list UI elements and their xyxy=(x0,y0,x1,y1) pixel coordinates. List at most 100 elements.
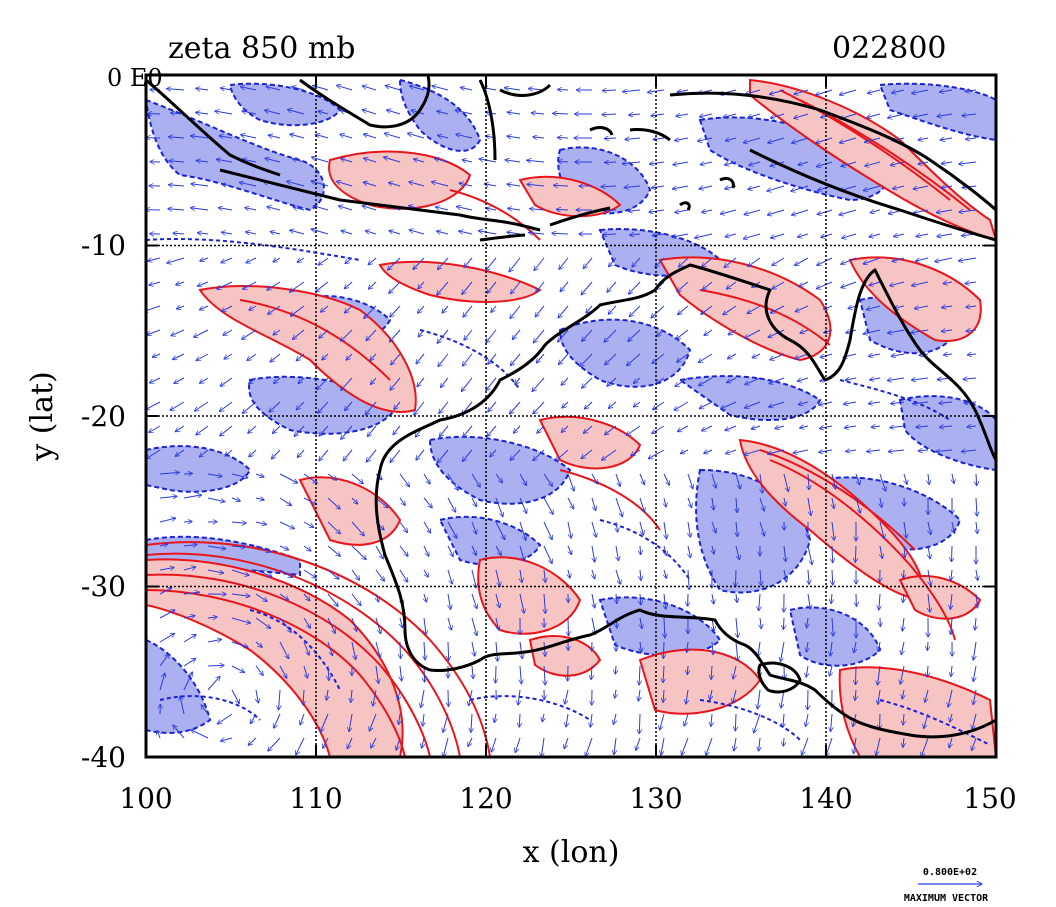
wind-vector xyxy=(711,473,716,488)
wind-vector xyxy=(807,497,811,516)
x-tick-label: 140 xyxy=(799,782,852,815)
wind-vector xyxy=(390,305,401,317)
wind-vector xyxy=(771,233,785,238)
wind-vector xyxy=(725,162,737,165)
wind-vector xyxy=(472,641,475,656)
wind-vector xyxy=(839,209,857,215)
wind-vector xyxy=(507,184,521,186)
wind-vector xyxy=(241,135,257,139)
wind-vector xyxy=(760,617,761,629)
wind-vector xyxy=(768,137,785,143)
wind-vector xyxy=(461,377,473,391)
wind-vector xyxy=(688,521,690,537)
wind-vector xyxy=(784,569,787,582)
wind-vector xyxy=(239,182,257,187)
wind-vector xyxy=(726,449,737,454)
wind-vector xyxy=(463,305,473,317)
wind-vector xyxy=(246,232,257,234)
wind-vector xyxy=(491,737,497,752)
wind-vector xyxy=(735,713,736,731)
wind-vector xyxy=(736,497,737,513)
wind-vector xyxy=(869,281,881,285)
wind-vector xyxy=(351,521,364,536)
wind-vector xyxy=(303,497,317,505)
wind-vector xyxy=(345,257,353,264)
wind-vector xyxy=(976,497,977,516)
wind-vector xyxy=(159,673,165,691)
wind-vector xyxy=(868,402,881,404)
wind-vector xyxy=(196,425,209,435)
map-title: zeta 850 mb xyxy=(168,31,356,66)
wind-vector xyxy=(928,473,929,485)
wind-vector xyxy=(942,306,953,308)
wind-vector xyxy=(928,545,930,559)
wind-vector xyxy=(591,473,598,484)
wind-vector xyxy=(759,737,760,751)
wind-vector xyxy=(196,112,209,114)
wind-vector xyxy=(623,90,641,92)
wind-vector xyxy=(878,665,881,685)
wind-vector xyxy=(196,88,209,90)
wind-vector xyxy=(471,713,472,732)
wind-vector xyxy=(831,713,833,732)
wind-vector xyxy=(471,473,480,487)
wind-vector xyxy=(699,377,713,386)
wind-vector xyxy=(194,329,209,337)
wind-vector xyxy=(784,497,786,506)
wind-vector xyxy=(759,593,760,611)
wind-vector xyxy=(795,257,809,265)
wind-vector xyxy=(972,737,977,751)
wind-vector xyxy=(544,569,545,582)
wind-vector xyxy=(255,641,262,647)
wind-vector xyxy=(249,305,257,310)
wind-vector xyxy=(631,449,641,456)
wind-vector xyxy=(269,401,281,412)
wind-vector xyxy=(242,329,257,339)
wind-vector xyxy=(950,593,952,609)
wind-vector xyxy=(663,473,669,485)
wind-vector xyxy=(973,641,977,660)
wind-vector xyxy=(639,497,645,512)
wind-vector xyxy=(888,329,905,333)
wind-vector xyxy=(270,232,281,234)
wind-vector xyxy=(712,497,714,510)
small-islands-coastline xyxy=(589,126,735,211)
new-guinea-coastline xyxy=(669,91,996,242)
wind-vector xyxy=(423,569,428,577)
wind-vector xyxy=(581,281,593,295)
wind-vector xyxy=(608,305,617,314)
wind-vector xyxy=(817,257,833,265)
wind-vector xyxy=(963,378,977,379)
wind-vector xyxy=(532,377,545,391)
wind-vector xyxy=(197,233,209,234)
wind-vector xyxy=(207,569,224,573)
wind-vector xyxy=(288,110,305,115)
wind-vector xyxy=(159,654,169,667)
wind-vector xyxy=(616,545,619,561)
wind-vector xyxy=(391,353,401,365)
wind-vector xyxy=(149,425,161,433)
wind-vector xyxy=(678,305,689,315)
wind-vector xyxy=(839,89,857,95)
wind-vector xyxy=(385,86,401,91)
wind-vector xyxy=(604,329,617,342)
wind-vector xyxy=(639,521,643,535)
wind-vector xyxy=(783,713,784,727)
wind-vector xyxy=(159,633,174,643)
wind-vector xyxy=(562,401,569,408)
wind-vector xyxy=(903,569,904,578)
wind-vector xyxy=(699,185,713,189)
wind-vector xyxy=(941,330,953,331)
wind-vector xyxy=(802,737,809,755)
wind-vector xyxy=(221,88,233,90)
wind-vector xyxy=(271,449,281,459)
wind-vector xyxy=(965,90,977,91)
wind-vector xyxy=(327,641,333,656)
sumatra-coastline xyxy=(146,78,281,177)
wind-vector xyxy=(437,329,449,343)
wind-vector xyxy=(519,497,527,513)
wind-vector xyxy=(879,473,886,491)
wind-vector xyxy=(580,353,593,367)
wind-vector xyxy=(613,713,616,724)
wind-vector xyxy=(940,90,953,92)
